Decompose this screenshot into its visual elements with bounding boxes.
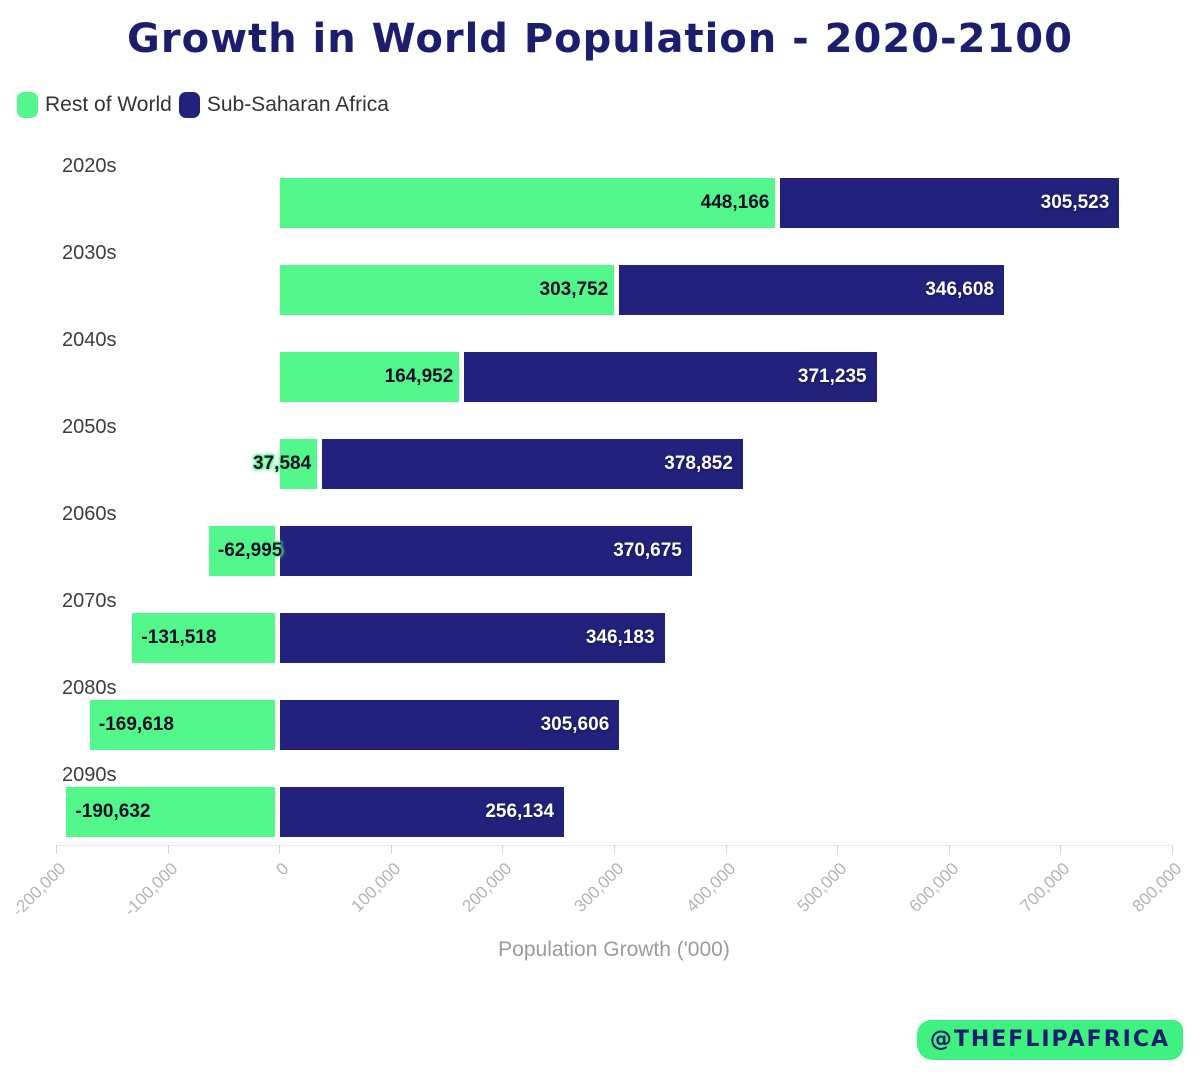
bar-segment-sub-saharan-africa-2060s[interactable] [280,526,692,576]
bar-value-sub-saharan-africa-2020s: 305,523 [1040,192,1110,213]
bar-segment-rest-of-world-2020s[interactable] [280,178,776,228]
bar-value-sub-saharan-africa-2060s: 370,675 [613,540,682,561]
bar-value-sub-saharan-africa-2040s: 371,235 [797,366,867,387]
x-axis-tick [279,845,281,854]
legend-label-sub-saharan-africa: Sub-Saharan Africa [206,93,389,116]
category-label-2070s: 2070s [62,590,117,612]
legend-item-sub-saharan-africa[interactable]: Sub-Saharan Africa [178,92,396,118]
bar-segment-sub-saharan-africa-2080s[interactable] [280,700,620,750]
legend: Rest of World Sub-Saharan Africa [17,92,396,118]
bar-value-sub-saharan-africa-2070s: 346,183 [585,627,655,648]
bar-value-rest-of-world-2090s: -190,632 [75,801,151,822]
legend-swatch-rest-of-world [17,92,38,118]
bar-segment-rest-of-world-2030s[interactable] [280,265,615,315]
bar-segment-rest-of-world-2080s[interactable] [89,700,276,750]
category-label-2060s: 2060s [62,503,117,525]
bar-value-rest-of-world-2040s: 164,952 [384,366,454,387]
bar-value-sub-saharan-africa-2050s: 378,852 [664,453,733,474]
chart-title: Growth in World Population - 2020-2100 [127,16,1073,62]
bar-segment-rest-of-world-2090s[interactable] [66,787,276,837]
x-axis-tick [948,845,950,854]
bar-segment-sub-saharan-africa-2020s[interactable] [780,178,1120,228]
bar-segment-sub-saharan-africa-2090s[interactable] [280,787,565,837]
bar-value-rest-of-world-2080s: -169,618 [98,714,174,735]
x-axis-tick [837,845,839,854]
x-axis-tick [1172,845,1173,854]
bar-segment-sub-saharan-africa-2070s[interactable] [280,613,665,663]
bar-value-rest-of-world-2070s: -131,518 [141,627,217,648]
bar-segment-sub-saharan-africa-2050s[interactable] [322,439,743,489]
x-axis-tick [725,845,727,854]
bar-segment-rest-of-world-2040s[interactable] [280,352,460,402]
bar-value-rest-of-world-2050s: 37,584 [253,453,312,474]
x-axis-tick [167,845,169,854]
bar-segment-rest-of-world-2070s[interactable] [132,613,276,663]
watermark-badge: @THEFLIPAFRICA [916,1020,1183,1060]
bar-value-sub-saharan-africa-2030s: 346,608 [925,279,995,300]
x-axis-tick [56,845,57,854]
bar-value-rest-of-world-2020s: 448,166 [700,192,770,213]
category-label-2090s: 2090s [62,764,117,786]
x-axis-title: Population Growth ('000) [498,938,730,961]
category-label-2020s: 2020s [62,155,117,177]
category-label-2050s: 2050s [62,416,117,438]
bar-segment-sub-saharan-africa-2040s[interactable] [464,352,877,402]
category-label-2080s: 2080s [62,677,117,699]
category-label-2040s: 2040s [62,329,117,351]
bar-segment-rest-of-world-2050s[interactable] [280,439,318,489]
legend-label-rest-of-world: Rest of World [45,93,172,116]
bar-segment-sub-saharan-africa-2030s[interactable] [619,265,1004,315]
legend-swatch-sub-saharan-africa [178,92,200,118]
category-label-2030s: 2030s [62,242,117,264]
x-axis-tick [614,845,615,854]
x-axis-tick [502,845,504,854]
bar-value-sub-saharan-africa-2090s: 256,134 [485,801,555,822]
x-axis-tick [1060,845,1062,854]
x-axis-tick [390,845,392,854]
legend-item-rest-of-world[interactable]: Rest of World [17,92,179,118]
bar-value-sub-saharan-africa-2080s: 305,606 [540,714,610,735]
bar-value-rest-of-world-2030s: 303,752 [539,279,609,300]
bar-value-rest-of-world-2060s: -62,995 [217,540,283,561]
bar-segment-rest-of-world-2060s[interactable] [208,526,276,576]
